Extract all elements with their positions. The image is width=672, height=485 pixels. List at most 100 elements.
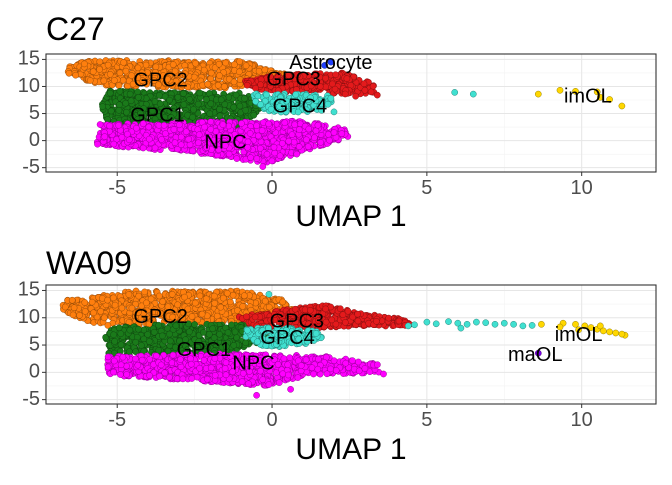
cluster-point <box>107 90 113 96</box>
cluster-point <box>151 329 157 335</box>
cluster-point <box>331 129 337 135</box>
cluster-point <box>192 321 198 327</box>
cluster-point <box>190 106 196 112</box>
cluster-point <box>279 140 285 146</box>
cluster-point <box>255 133 261 139</box>
cluster-point <box>197 293 203 299</box>
cluster-point <box>241 96 247 102</box>
cluster-point <box>116 102 122 108</box>
cluster-point <box>263 92 269 98</box>
cluster-point <box>231 342 237 348</box>
cluster-point <box>101 315 107 321</box>
cluster-point <box>126 291 132 297</box>
cluster-point <box>244 82 250 88</box>
cluster-point <box>203 296 209 302</box>
cluster-point <box>329 81 335 87</box>
cluster-point <box>90 310 96 316</box>
cluster-point <box>282 120 288 126</box>
cluster-point <box>220 295 226 301</box>
cluster-point <box>243 340 249 346</box>
cluster-point <box>183 129 189 135</box>
panel-title: C27 <box>46 11 105 47</box>
cluster-point <box>374 92 380 98</box>
cluster-point <box>296 127 302 133</box>
cluster-point <box>208 70 214 76</box>
cluster-point <box>221 84 227 90</box>
cluster-point <box>258 82 264 88</box>
cluster-point <box>195 140 201 146</box>
cluster-point <box>619 103 625 109</box>
cluster-point <box>200 329 206 335</box>
cluster-point <box>110 295 116 301</box>
cluster-point <box>232 329 238 335</box>
cluster-point <box>159 136 165 142</box>
cluster-point <box>126 137 132 143</box>
cluster-point <box>162 131 168 137</box>
panel-title: WA09 <box>46 245 132 281</box>
cluster-point <box>331 109 337 115</box>
cluster-point <box>286 138 292 144</box>
cluster-point <box>170 62 176 68</box>
cluster-point <box>197 90 203 96</box>
x-axis-label: UMAP 1 <box>295 200 406 233</box>
cluster-point <box>225 330 231 336</box>
cluster-point <box>192 60 198 66</box>
cluster-point <box>159 333 165 339</box>
cluster-point <box>238 120 244 126</box>
cluster-point <box>326 137 332 143</box>
cluster-point <box>362 87 368 93</box>
cluster-point <box>156 293 162 299</box>
cluster-point <box>236 69 242 75</box>
cluster-point <box>178 142 184 148</box>
cluster-point <box>116 107 122 113</box>
cluster-point <box>90 69 96 75</box>
cluster-point <box>313 128 319 134</box>
cluster-point <box>142 289 148 295</box>
cluster-point <box>217 113 223 119</box>
cluster-point <box>234 156 240 162</box>
cluster-point <box>189 313 195 319</box>
cluster-point <box>234 334 240 340</box>
cluster-point <box>280 299 286 305</box>
cluster-point <box>305 144 311 150</box>
y-tick-label: 0 <box>29 129 40 151</box>
cluster-label: Astrocyte <box>289 52 372 74</box>
cluster-point <box>342 91 348 97</box>
cluster-point <box>325 131 331 137</box>
cluster-point <box>228 322 234 328</box>
cluster-point <box>189 148 195 154</box>
cluster-point <box>230 292 236 298</box>
cluster-point <box>207 111 213 117</box>
cluster-point <box>231 62 237 68</box>
cluster-point <box>205 81 211 87</box>
cluster-point <box>218 97 224 103</box>
cluster-point <box>135 94 141 100</box>
cluster-label: NPC <box>204 132 246 154</box>
cluster-point <box>266 121 272 127</box>
cluster-point <box>210 326 216 332</box>
cluster-point <box>120 77 126 83</box>
cluster-point <box>370 83 376 89</box>
cluster-point <box>262 298 268 304</box>
cluster-point <box>100 104 106 110</box>
cluster-point <box>251 112 257 118</box>
cluster-point <box>166 97 172 103</box>
cluster-point <box>368 89 374 95</box>
y-tick-label: 15 <box>18 48 40 70</box>
cluster-point <box>328 95 334 101</box>
cluster-point <box>108 108 114 114</box>
cluster-point <box>82 299 88 305</box>
cluster-point <box>127 91 133 97</box>
cluster-point <box>123 109 129 115</box>
y-tick-label: 5 <box>29 102 40 124</box>
cluster-point <box>107 123 113 129</box>
cluster-point <box>97 59 103 65</box>
cluster-point <box>254 156 260 162</box>
cluster-point <box>156 92 162 98</box>
cluster-point <box>104 297 110 303</box>
cluster-point <box>452 89 458 95</box>
cluster-point <box>361 81 367 87</box>
cluster-point <box>178 134 184 140</box>
